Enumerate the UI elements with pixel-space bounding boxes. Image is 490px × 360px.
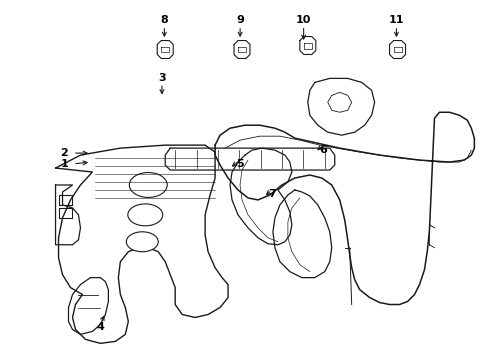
Text: 11: 11 [389,15,404,26]
Polygon shape [55,145,228,343]
Text: 10: 10 [296,15,311,26]
Text: 2: 2 [60,148,68,158]
Polygon shape [165,148,335,170]
Ellipse shape [126,232,158,252]
Polygon shape [55,185,80,245]
Text: 6: 6 [319,144,327,154]
Ellipse shape [129,172,167,197]
Polygon shape [230,148,292,245]
Text: 1: 1 [60,159,68,169]
Polygon shape [390,41,406,58]
Text: 8: 8 [161,15,168,26]
Polygon shape [215,112,474,305]
Polygon shape [273,190,332,278]
Polygon shape [69,278,108,334]
Text: 4: 4 [97,322,105,332]
Text: 7: 7 [268,189,276,199]
Polygon shape [234,41,250,58]
Text: 9: 9 [236,15,244,26]
Polygon shape [300,37,316,54]
Text: 3: 3 [158,73,166,83]
Text: 5: 5 [236,159,244,169]
Ellipse shape [128,204,163,226]
Polygon shape [308,78,375,135]
Polygon shape [157,41,173,58]
